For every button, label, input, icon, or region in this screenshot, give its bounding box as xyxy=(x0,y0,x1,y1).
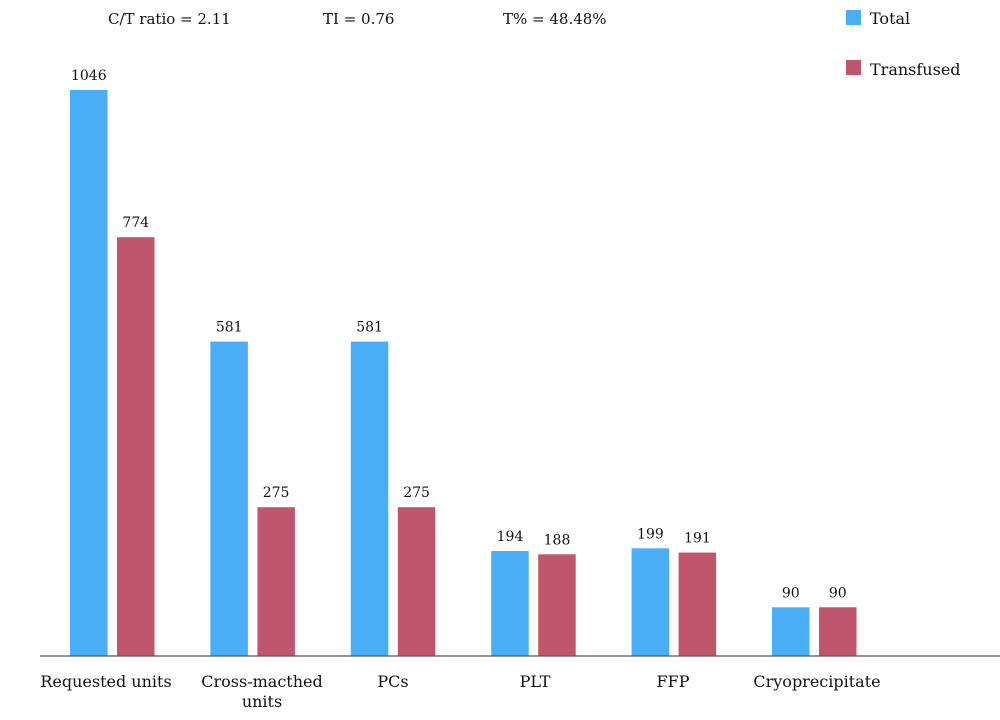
bar-total-3 xyxy=(491,551,529,656)
data-label-transfused-2: 275 xyxy=(403,485,430,501)
legend-label-transfused: Transfused xyxy=(870,60,961,79)
data-label-transfused-3: 188 xyxy=(544,532,571,548)
data-label-total-0: 1046 xyxy=(71,68,107,84)
data-label-total-2: 581 xyxy=(356,320,383,336)
data-label-total-1: 581 xyxy=(216,320,243,336)
t-percent-annotation: T% = 48.48% xyxy=(503,10,607,28)
bar-transfused-0 xyxy=(117,237,155,656)
bars-layer xyxy=(70,90,857,656)
x-tick-label-4: FFP xyxy=(657,672,690,691)
data-label-transfused-1: 275 xyxy=(263,485,290,501)
bar-total-1 xyxy=(210,341,248,656)
bar-transfused-5 xyxy=(819,607,857,656)
data-label-total-4: 199 xyxy=(637,526,664,542)
x-tick-label-3: PLT xyxy=(520,672,551,691)
data-label-total-5: 90 xyxy=(782,585,800,601)
bar-transfused-1 xyxy=(257,507,295,656)
data-label-total-3: 194 xyxy=(497,529,524,545)
ti-annotation: TI = 0.76 xyxy=(323,10,394,28)
x-tick-label-5: Cryoprecipitate xyxy=(753,672,880,691)
bar-transfused-4 xyxy=(678,552,717,656)
x-tick-label-0: Requested units xyxy=(40,672,171,691)
legend-swatch-transfused xyxy=(846,60,861,75)
ct-ratio-annotation: C/T ratio = 2.11 xyxy=(108,10,231,28)
bar-total-5 xyxy=(772,607,810,656)
bar-total-4 xyxy=(631,548,670,656)
data-label-transfused-0: 774 xyxy=(122,215,149,231)
bar-transfused-2 xyxy=(397,507,436,656)
data-label-transfused-4: 191 xyxy=(684,531,711,547)
x-tick-label-2: PCs xyxy=(377,672,408,691)
legend-label-total: Total xyxy=(870,9,910,28)
bar-total-2 xyxy=(350,341,389,656)
bar-transfused-3 xyxy=(538,554,576,656)
x-tick-label-1: Cross-macthed units xyxy=(201,672,322,711)
data-label-transfused-5: 90 xyxy=(829,585,847,601)
x-tick-labels-layer: Requested units Cross-macthed units PCs PLT F… xyxy=(40,672,880,711)
legend: Total Transfused xyxy=(846,9,961,79)
data-labels-layer: 1046 774 581 275 581 275 194 188 199 191 90 90 xyxy=(71,68,847,601)
bar-total-0 xyxy=(70,90,108,656)
legend-swatch-total xyxy=(846,10,861,25)
